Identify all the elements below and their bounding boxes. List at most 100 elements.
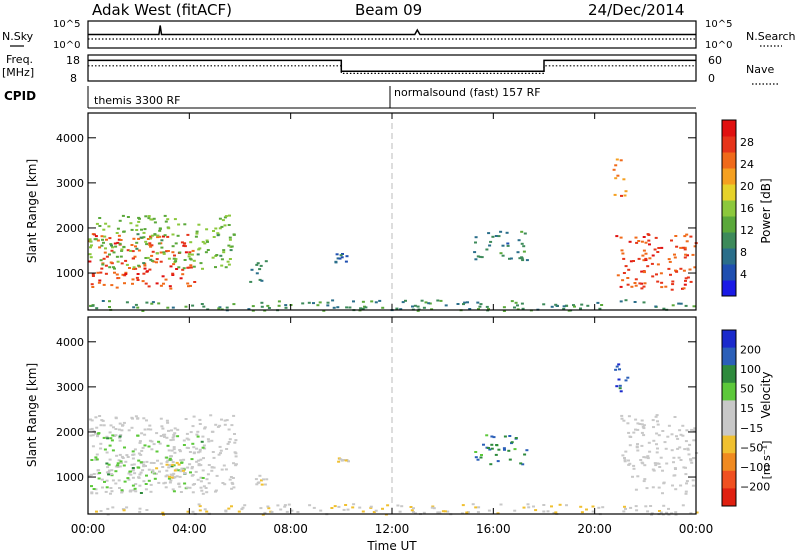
heatmap-cell [662,307,666,310]
heatmap-cell [518,257,522,260]
heatmap-cell [510,300,514,303]
heatmap-cell [101,238,104,241]
heatmap-cell [627,463,631,466]
heatmap-cell [132,463,136,466]
heatmap-cell [413,512,417,515]
heatmap-cell [198,247,202,250]
heatmap-cell [137,476,141,479]
heatmap-cell [683,235,687,238]
heatmap-cell [127,472,131,475]
heatmap-cell [212,230,215,232]
heatmap-cell [651,254,655,257]
heatmap-cell [182,244,186,247]
heatmap-cell [228,438,232,441]
heatmap-cell [660,281,664,284]
heatmap-cell [155,450,159,453]
heatmap-cell [180,467,184,470]
heatmap-cell [130,426,134,429]
heatmap-cell [97,477,101,480]
heatmap-cell [525,449,529,452]
heatmap-cell [142,480,146,483]
power-ylabel: Slant Range [km] [25,159,39,263]
heatmap-cell [191,491,195,494]
heatmap-cell [479,456,483,459]
heatmap-cell [195,232,199,235]
heatmap-cell [642,259,646,262]
heatmap-cell [691,484,695,487]
colorbar-swatch [722,232,736,249]
heatmap-cell [211,430,215,433]
nsky-series [88,25,696,40]
heatmap-cell [285,510,289,513]
heatmap-cell [142,262,146,265]
heatmap-cell [95,307,99,310]
heatmap-cell [91,286,95,288]
heatmap-cell [659,511,663,514]
heatmap-cell [598,307,602,310]
heatmap-cell [695,511,699,514]
heatmap-cell [224,215,228,218]
heatmap-cell [219,449,223,452]
heatmap-cell [126,477,130,480]
heatmap-cell [94,235,98,238]
heatmap-cell [199,476,203,479]
heatmap-cell [655,273,658,276]
heatmap-cell [573,305,576,308]
heatmap-cell [634,236,638,239]
heatmap-cell [623,460,627,463]
x-tick-label: 12:00 [375,522,410,536]
heatmap-cell [188,463,192,466]
heatmap-cell [596,301,600,304]
heatmap-cell [132,453,136,456]
heatmap-cell [676,437,680,440]
heatmap-cell [98,415,102,417]
heatmap-cell [131,457,135,460]
heatmap-cell [617,378,621,381]
heatmap-cell [171,488,175,491]
colorbar-swatch [722,488,736,507]
heatmap-cell [100,478,104,481]
heatmap-cell [229,476,233,478]
heatmap-cell [110,474,114,477]
heatmap-cell [201,477,205,479]
heatmap-cell [689,235,693,238]
heatmap-cell [179,470,183,473]
heatmap-cell [682,287,686,290]
heatmap-cell [199,458,203,461]
colorbar-tick-label: −200 [740,480,770,493]
heatmap-cell [494,235,498,237]
heatmap-cell [116,227,120,230]
heatmap-cell [682,269,686,272]
heatmap-cell [259,507,263,510]
heatmap-cell [232,233,236,236]
heatmap-cell [159,284,163,287]
heatmap-cell [108,458,112,461]
heatmap-cell [96,469,100,472]
heatmap-cell [163,433,167,436]
heatmap-cell [628,240,632,243]
heatmap-cell [476,511,480,514]
heatmap-cell [634,278,638,281]
heatmap-cell [558,503,562,506]
heatmap-cell [646,510,650,513]
heatmap-cell [148,424,152,427]
heatmap-cell [178,450,182,453]
heatmap-cell [499,230,503,233]
heatmap-cell [218,217,222,220]
heatmap-cell [168,475,171,478]
heatmap-cell [642,236,646,238]
heatmap-cell [200,489,204,492]
heatmap-cell [168,481,172,484]
heatmap-cell [119,434,123,437]
heatmap-cell [496,460,500,463]
colorbar-swatch [722,400,736,419]
heatmap-cell [422,511,426,514]
heatmap-cell [506,242,510,245]
heatmap-cell [520,242,524,245]
heatmap-cell [638,282,642,285]
colorbar-swatch [722,330,736,349]
heatmap-cell [671,283,675,286]
heatmap-cell [124,271,128,274]
heatmap-cell [201,240,205,243]
heatmap-cell [404,299,407,302]
